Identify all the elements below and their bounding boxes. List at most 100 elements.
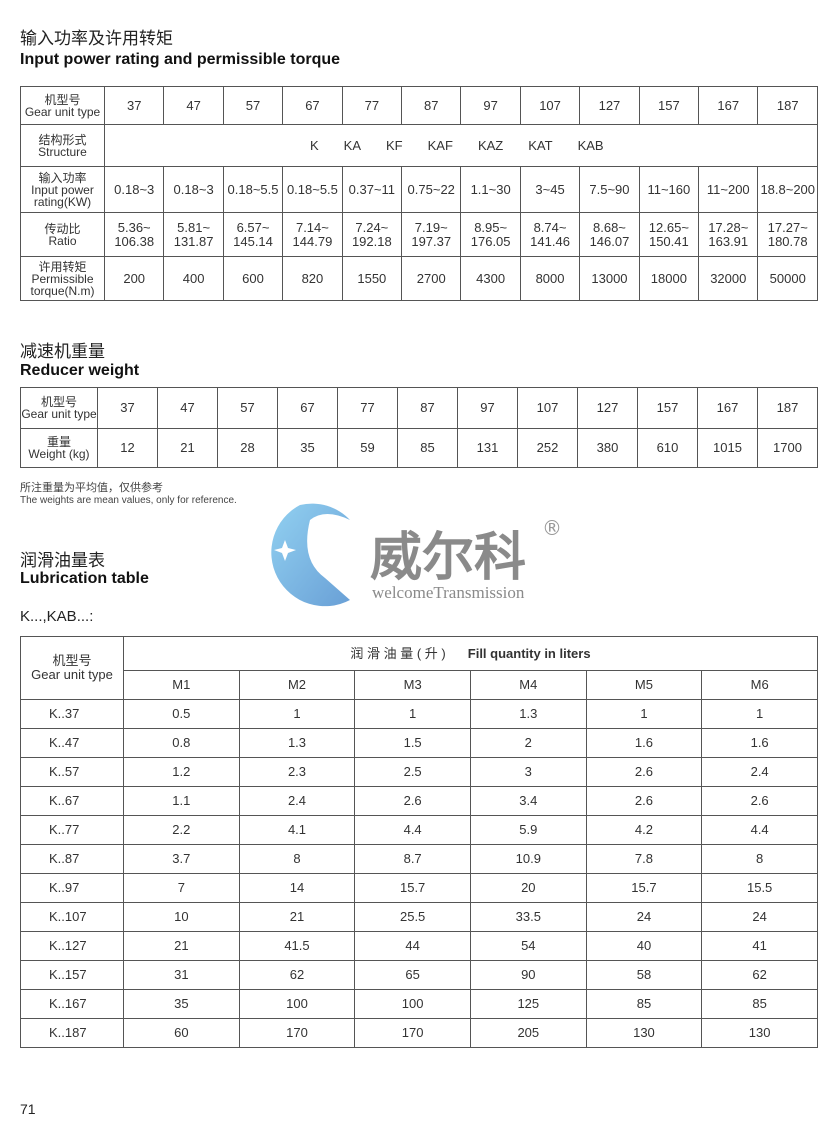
label-en: Input power rating(KW): [31, 182, 94, 209]
table-cell: 85: [585, 989, 703, 1019]
table-cell: 15.7: [585, 873, 703, 903]
table-cell: K..127: [20, 931, 124, 961]
table-cell: 131: [457, 428, 518, 468]
row-header: 机型号 Gear unit type: [20, 387, 98, 429]
mounting-position-header: M3: [354, 670, 471, 700]
gear-type-header: 机型号 Gear unit type: [20, 636, 124, 700]
table-cell: 130: [585, 1018, 703, 1048]
table-cell: 60: [123, 1018, 240, 1048]
table-cell: 32000: [698, 256, 759, 301]
header-text: 机型号: [52, 653, 92, 668]
mounting-position-header: M1: [123, 670, 240, 700]
label-cn: 机型号: [40, 395, 77, 409]
table-cell: 107: [519, 86, 581, 125]
table-cell: 4.1: [238, 815, 356, 845]
table-cell: 24: [701, 902, 818, 932]
table-row: 重量 Weight (kg) 12 21 28 35 59 85 131 252 380 610 101…: [20, 428, 818, 468]
table-cell: 610: [637, 428, 698, 468]
power-torque-table: 机型号 Gear unit type 37 47 57 67 77 87 97 107 127 157…: [20, 86, 818, 301]
table-row: 输入功率 Input power rating(KW) 0.18~3 0.18~3 0.…: [20, 166, 818, 213]
table-row: K..97 7 14 15.7 20 15.7 15.5: [20, 873, 818, 903]
table-cell: 0.18~3: [163, 166, 224, 213]
table-cell: 2.4: [701, 757, 818, 787]
section2-title-en: Reducer weight: [20, 362, 140, 379]
table-row: K..107 10 21 25.5 33.5 24 24: [20, 902, 818, 932]
table-cell: 21: [157, 428, 218, 468]
table-cell: 5.81~ 131.87: [163, 212, 224, 257]
svg-text:威尔科: 威尔科: [370, 528, 526, 588]
table-cell: 3.7: [123, 844, 240, 874]
weight-note-en: The weights are mean values, only for re…: [20, 495, 237, 506]
table-row: K..47 0.8 1.3 1.5 2 1.6 1.6: [20, 728, 818, 758]
weight-table: 机型号 Gear unit type 37 47 57 67 77 87 97 107 127 157…: [20, 387, 818, 468]
table-cell: K..37: [20, 699, 124, 729]
table-cell: 0.75~22: [401, 166, 462, 213]
table-cell: K..77: [20, 815, 124, 845]
table-cell: 10: [123, 902, 240, 932]
table-cell: 1.3: [238, 728, 356, 758]
table-cell: 167: [698, 86, 759, 125]
structure-type: KAZ: [477, 137, 504, 153]
table-cell: 90: [469, 960, 587, 990]
table-cell: 0.18~5.5: [222, 166, 284, 213]
table-cell: 2.3: [238, 757, 356, 787]
table-cell: 44: [354, 931, 471, 961]
table-cell: 8: [701, 844, 818, 874]
table-cell: 100: [238, 989, 356, 1019]
table-cell: 1.6: [701, 728, 818, 758]
table-cell: 57: [217, 387, 278, 429]
table-cell: 2.6: [585, 757, 703, 787]
table-cell: 6.57~ 145.14: [222, 212, 284, 257]
label-cn: 输入功率: [38, 170, 87, 185]
section2-title-cn: 减速机重量: [20, 342, 105, 361]
table-cell: 47: [157, 387, 218, 429]
row-header: 传动比 Ratio: [20, 212, 105, 257]
table-cell: 59: [337, 428, 398, 468]
table-cell: 1015: [697, 428, 758, 468]
table-cell: 85: [701, 989, 818, 1019]
fill-quantity-header: 润 滑 油 量 ( 升 ) Fill quantity in liters: [123, 636, 818, 671]
table-cell: 400: [163, 256, 224, 301]
label-en: Weight (kg): [28, 447, 90, 461]
label-en: Gear unit type: [24, 104, 101, 119]
table-cell: 1: [701, 699, 818, 729]
table-cell: K..157: [20, 960, 124, 990]
table-cell: 18000: [638, 256, 700, 301]
table-cell: 8.74~ 141.46: [519, 212, 581, 257]
table-cell: 35: [277, 428, 338, 468]
table-cell: 62: [238, 960, 356, 990]
table-cell: 24: [585, 902, 703, 932]
table-cell: 57: [222, 86, 284, 125]
table-cell: 1.1: [123, 786, 240, 816]
table-cell: 35: [123, 989, 240, 1019]
svg-text:®: ®: [542, 516, 562, 540]
table-cell: 25.5: [354, 902, 471, 932]
table-cell: 12: [97, 428, 158, 468]
label-cn: 传动比: [44, 221, 81, 236]
table-cell: 67: [277, 387, 338, 429]
table-cell: 187: [757, 86, 818, 125]
table-cell: 7.19~ 197.37: [401, 212, 462, 257]
page-number: 71: [20, 1101, 36, 1117]
section1-title-cn: 输入功率及许用转矩: [20, 29, 173, 48]
table-cell: 8.7: [354, 844, 471, 874]
table-cell: 15.7: [354, 873, 471, 903]
table-cell: 0.18~5.5: [282, 166, 343, 213]
table-cell: 1.1~30: [460, 166, 521, 213]
table-cell: 7.5~90: [579, 166, 640, 213]
table-cell: 58: [585, 960, 703, 990]
table-cell: 5.9: [469, 815, 587, 845]
header-text: Gear unit type: [31, 667, 113, 682]
table-cell: 7.8: [585, 844, 703, 874]
table-cell: 41: [701, 931, 818, 961]
table-cell: 100: [354, 989, 471, 1019]
table-row: K..157 31 62 65 90 58 62: [20, 960, 818, 990]
table-cell: 77: [337, 387, 398, 429]
section1-title-en: Input power rating and permissible torqu…: [20, 51, 341, 68]
table-cell: 97: [460, 86, 521, 125]
table-cell: 33.5: [469, 902, 587, 932]
table-cell: 20: [469, 873, 587, 903]
table-cell: 11~160: [638, 166, 700, 213]
table-cell: 1.5: [354, 728, 471, 758]
